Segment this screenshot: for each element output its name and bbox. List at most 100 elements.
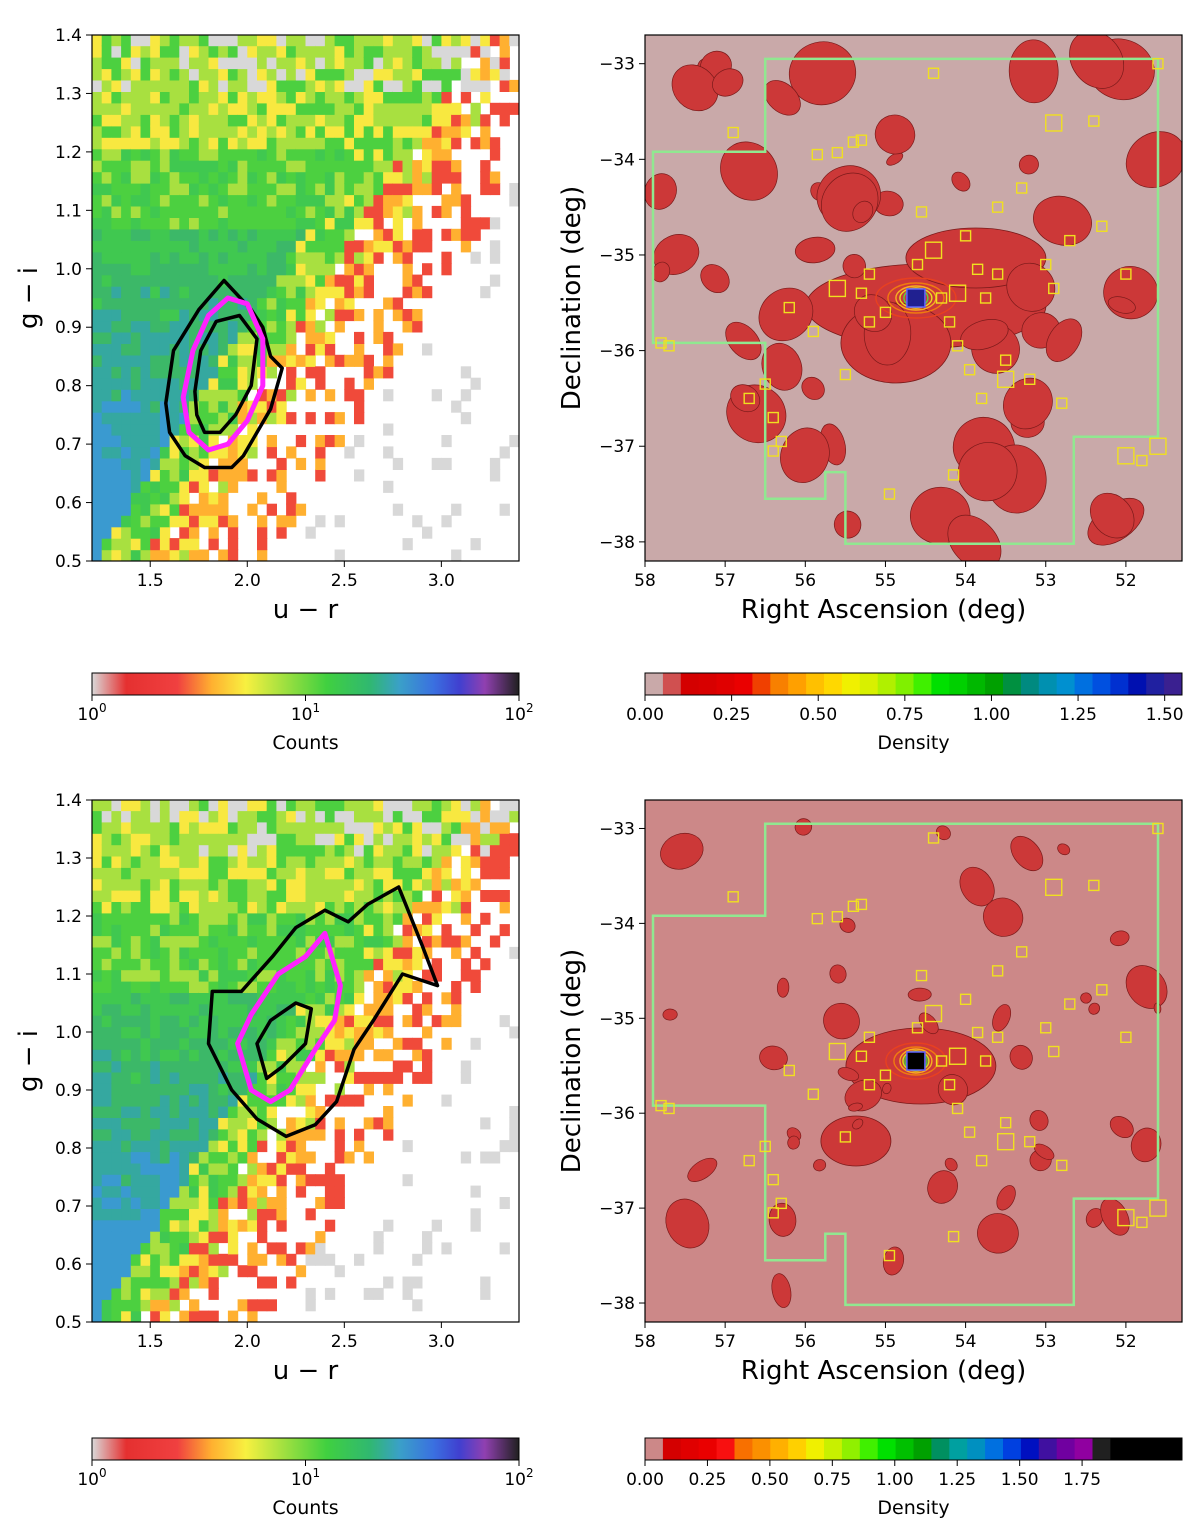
heatmap-cell — [392, 821, 404, 834]
source-marker — [1064, 234, 1076, 247]
heatmap-cell — [334, 1265, 345, 1278]
heatmap-cell — [130, 331, 142, 344]
y-tick-label: 0.9 — [55, 318, 82, 338]
heatmap-cell — [441, 35, 452, 47]
heatmap-cell — [92, 1310, 103, 1322]
heatmap-cell — [169, 1071, 180, 1084]
density-blob — [1109, 1115, 1134, 1139]
heatmap-cell — [111, 469, 122, 482]
heatmap-cell — [451, 228, 462, 241]
heatmap-cell — [383, 183, 394, 196]
heatmap-cell — [150, 91, 161, 104]
heatmap-cell — [402, 286, 413, 299]
heatmap-cell — [179, 217, 190, 230]
heatmap-cell — [402, 1276, 413, 1289]
heatmap-cell — [189, 1015, 200, 1028]
heatmap-cell — [150, 1253, 161, 1266]
heatmap-cell — [286, 800, 297, 812]
heatmap-cell — [92, 102, 103, 115]
heatmap-cell — [489, 148, 501, 161]
heatmap-cell — [92, 171, 103, 184]
heatmap-cell — [324, 68, 336, 81]
heatmap-cell — [130, 1037, 142, 1050]
heatmap-cell — [227, 148, 239, 161]
heatmap-cell — [295, 1049, 307, 1062]
heatmap-cell — [460, 890, 472, 902]
heatmap-cell — [237, 457, 248, 470]
heatmap-cell — [150, 171, 161, 184]
heatmap-cell — [422, 878, 433, 891]
heatmap-cell — [392, 503, 404, 516]
heatmap-cell — [315, 217, 326, 230]
heatmap-cell — [354, 1071, 365, 1084]
heatmap-cell — [383, 480, 394, 493]
heatmap-cell — [130, 171, 142, 184]
heatmap-cell — [422, 946, 433, 959]
heatmap-cell — [218, 981, 229, 993]
heatmap-cell — [286, 855, 297, 868]
heatmap-cell — [247, 1117, 258, 1130]
x-axis-label: u − r — [273, 1356, 339, 1386]
heatmap-cell — [92, 320, 103, 333]
heatmap-cell — [237, 867, 248, 880]
heatmap-cell — [227, 228, 239, 241]
heatmap-cell — [92, 1151, 103, 1164]
heatmap-cell — [159, 412, 171, 425]
heatmap-cell — [189, 1208, 200, 1221]
heatmap-cell — [218, 935, 229, 948]
heatmap-cell — [218, 1003, 229, 1016]
heatmap-cell — [130, 114, 142, 127]
heatmap-cell — [441, 263, 452, 276]
heatmap-cell — [169, 194, 180, 207]
heatmap-cell — [460, 855, 472, 868]
heatmap-cell — [169, 125, 180, 138]
heatmap-cell — [363, 833, 374, 846]
heatmap-cell — [140, 1299, 151, 1312]
heatmap-cell — [305, 412, 316, 425]
density-blob — [947, 514, 1002, 561]
heatmap-cell — [247, 1037, 258, 1050]
heatmap-cell — [373, 1015, 384, 1028]
heatmap-cell — [402, 320, 413, 333]
heatmap-cell — [305, 1253, 316, 1266]
heatmap-cell — [130, 423, 142, 436]
heatmap-cell — [198, 1265, 210, 1278]
heatmap-cell — [179, 969, 190, 982]
heatmap-cell — [121, 228, 132, 241]
heatmap-cell — [150, 1276, 161, 1289]
heatmap-cell — [392, 91, 404, 104]
heatmap-cell — [305, 821, 316, 834]
heatmap-cell — [460, 366, 472, 379]
source-marker — [807, 325, 820, 338]
heatmap-cell — [412, 946, 423, 959]
heatmap-cell — [276, 924, 287, 937]
source-marker — [727, 891, 739, 903]
heatmap-cell — [208, 183, 219, 196]
source-marker — [915, 969, 928, 982]
heatmap-cell — [159, 867, 171, 880]
heatmap-cell — [383, 912, 394, 925]
colorbar-label: Counts — [272, 732, 338, 754]
heatmap-cell — [257, 1071, 268, 1084]
heatmap-cell — [286, 286, 297, 299]
heatmap-cell — [276, 91, 287, 104]
heatmap-cell — [383, 79, 394, 92]
heatmap-cell — [227, 981, 239, 993]
heatmap-cell — [189, 251, 200, 264]
heatmap-cell — [208, 469, 219, 482]
heatmap-cell — [189, 1117, 200, 1130]
heatmap-cell — [441, 125, 452, 138]
heatmap-cell — [227, 137, 239, 150]
heatmap-cell — [276, 800, 287, 812]
heatmap-cell — [111, 515, 122, 528]
heatmap-cell — [489, 821, 501, 834]
colorbar-segment — [1020, 673, 1040, 695]
heatmap-cell — [470, 45, 481, 58]
heatmap-cell — [130, 35, 142, 47]
heatmap-cell — [198, 35, 210, 47]
heatmap-cell — [441, 114, 452, 127]
heatmap-cell — [111, 57, 122, 70]
heatmap-cell — [169, 1094, 180, 1107]
heatmap-cell — [101, 890, 112, 902]
